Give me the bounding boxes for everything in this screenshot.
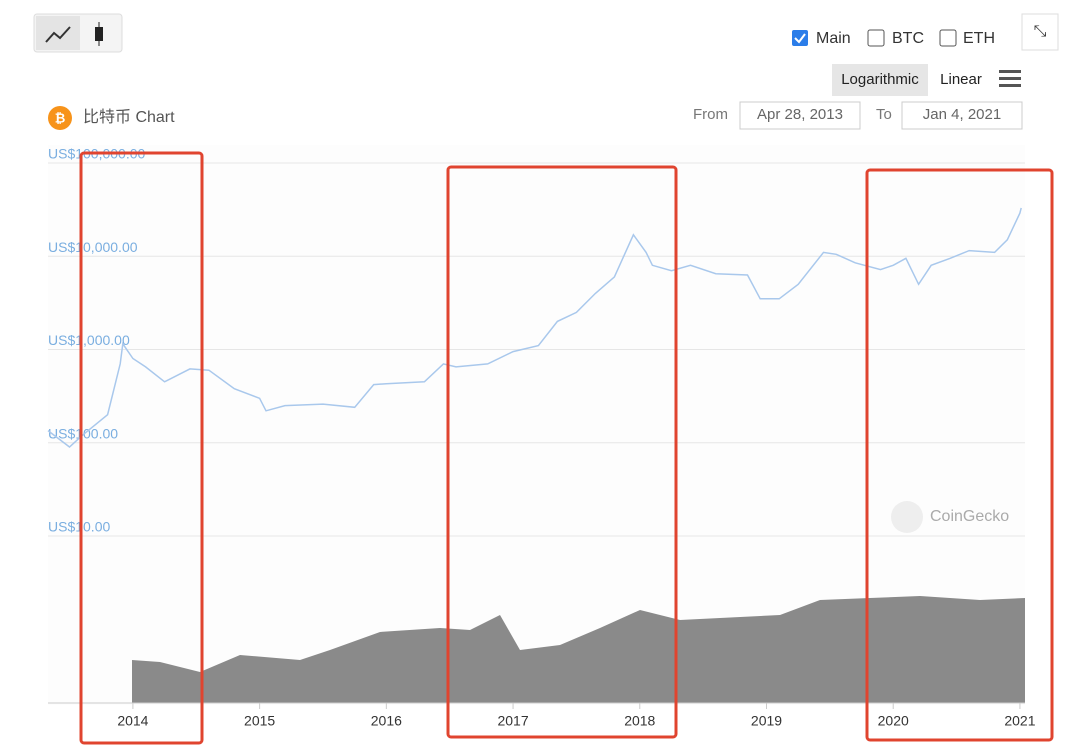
watermark: CoinGecko xyxy=(930,508,1009,525)
to-input[interactable] xyxy=(901,101,1023,130)
x-tick-label: 2014 xyxy=(117,713,148,729)
x-tick-label: 2017 xyxy=(497,713,528,729)
eth-checkbox[interactable] xyxy=(939,29,957,47)
fullscreen-icon: ⤡ xyxy=(1034,23,1047,40)
x-tick-label: 2019 xyxy=(751,713,782,729)
fullscreen-button[interactable] xyxy=(1021,13,1059,51)
x-tick-label: 2015 xyxy=(244,713,275,729)
x-tick-label: 2021 xyxy=(1004,713,1035,729)
main-checkbox[interactable] xyxy=(792,30,808,46)
price-line xyxy=(47,207,1022,448)
linear-label[interactable]: Linear xyxy=(940,71,982,88)
line-icon xyxy=(45,26,71,43)
volume-area xyxy=(132,596,1025,703)
btc-checkbox[interactable] xyxy=(867,29,885,47)
line-button[interactable] xyxy=(36,16,80,50)
check-mark xyxy=(794,33,806,44)
annotation-boxes xyxy=(79,151,1054,745)
menu-icon[interactable] xyxy=(999,70,1021,87)
x-tick-label: 2020 xyxy=(878,713,909,729)
to-date[interactable]: Jan 4, 2021 xyxy=(923,106,1001,123)
chart-title: 比特币 Chart xyxy=(83,108,175,126)
x-tick-label: 2018 xyxy=(624,713,655,729)
btc-label[interactable]: BTC xyxy=(892,30,924,47)
from-label: From xyxy=(693,106,728,123)
main-label[interactable]: Main xyxy=(816,30,851,47)
y-tick-label: US$10,000.00 xyxy=(48,239,138,255)
eth-label[interactable]: ETH xyxy=(963,30,995,47)
log-button[interactable] xyxy=(832,64,928,96)
watermark-logo xyxy=(891,501,923,533)
to-label: To xyxy=(876,106,892,123)
y-tick-label: US$1,000.00 xyxy=(48,332,130,348)
x-tick-label: 2016 xyxy=(371,713,402,729)
y-tick-label: US$100.00 xyxy=(48,425,118,441)
y-tick-label: US$10.00 xyxy=(48,519,110,535)
log-label[interactable]: Logarithmic xyxy=(841,71,919,88)
from-date[interactable]: Apr 28, 2013 xyxy=(757,106,843,123)
from-input[interactable] xyxy=(739,101,861,130)
btc-logo-symbol: ₿ xyxy=(55,110,66,125)
btc-logo xyxy=(48,106,72,130)
